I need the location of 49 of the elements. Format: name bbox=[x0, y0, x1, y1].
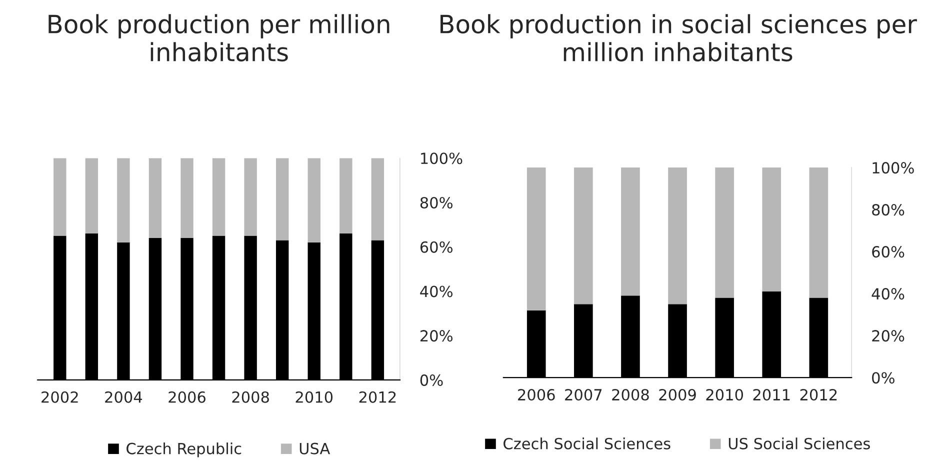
bar bbox=[117, 158, 130, 242]
bar bbox=[276, 158, 289, 240]
bar bbox=[371, 158, 384, 240]
x-tick-label: 2009 bbox=[659, 388, 696, 401]
x-tick-label: 2006 bbox=[168, 391, 206, 403]
y-tick-label: 0% bbox=[420, 374, 443, 386]
x-tick-label: 2008 bbox=[612, 388, 649, 401]
bar bbox=[526, 168, 546, 310]
x-tick-label: 2002 bbox=[42, 391, 78, 403]
y-tick-label: 80% bbox=[420, 196, 452, 209]
y-tick-label: 0% bbox=[872, 372, 894, 384]
bar bbox=[308, 158, 320, 242]
y-tick-label: 20% bbox=[872, 330, 904, 342]
x-tick-label: 2007 bbox=[565, 388, 602, 401]
y-tick-label: 20% bbox=[420, 330, 452, 342]
x-tick-label: 2012 bbox=[359, 391, 396, 403]
bar bbox=[574, 168, 593, 304]
y-tick-label: 100% bbox=[872, 162, 914, 174]
y-tick-label: 60% bbox=[872, 246, 904, 258]
bar bbox=[762, 168, 782, 292]
bar bbox=[668, 168, 687, 304]
x-tick-label: 2008 bbox=[232, 391, 269, 403]
bar bbox=[148, 158, 162, 238]
y-tick-label: 40% bbox=[420, 286, 452, 298]
y-tick-label: 80% bbox=[872, 204, 904, 216]
legend-label: US Social Sciences bbox=[728, 438, 870, 450]
x-tick-label: 2010 bbox=[706, 388, 743, 401]
x-tick-label: 2004 bbox=[105, 391, 142, 403]
bar bbox=[621, 168, 640, 296]
bar bbox=[212, 158, 226, 236]
y-tick-label: 40% bbox=[872, 288, 904, 300]
bar bbox=[715, 168, 734, 298]
bar bbox=[244, 158, 257, 236]
bar bbox=[809, 168, 828, 298]
y-tick-label: 100% bbox=[421, 152, 462, 164]
x-tick-label: 2012 bbox=[800, 388, 837, 401]
y-tick-label: 60% bbox=[420, 241, 452, 253]
legend-label: Czech Republic bbox=[126, 442, 242, 458]
legend-label: USA bbox=[300, 442, 330, 454]
bar bbox=[180, 158, 194, 238]
bar bbox=[340, 158, 352, 234]
x-tick-label: 2011 bbox=[753, 388, 790, 401]
x-tick-label: 2010 bbox=[296, 391, 333, 403]
chart-title: Book production per million inhabitants bbox=[48, 14, 390, 62]
chart-title: Book production in social sciences per million inhabitants bbox=[440, 14, 917, 62]
x-tick-label: 2006 bbox=[518, 388, 555, 401]
bar bbox=[85, 158, 98, 234]
legend-label: Czech Social Sciences bbox=[504, 438, 670, 450]
bar bbox=[54, 158, 66, 236]
